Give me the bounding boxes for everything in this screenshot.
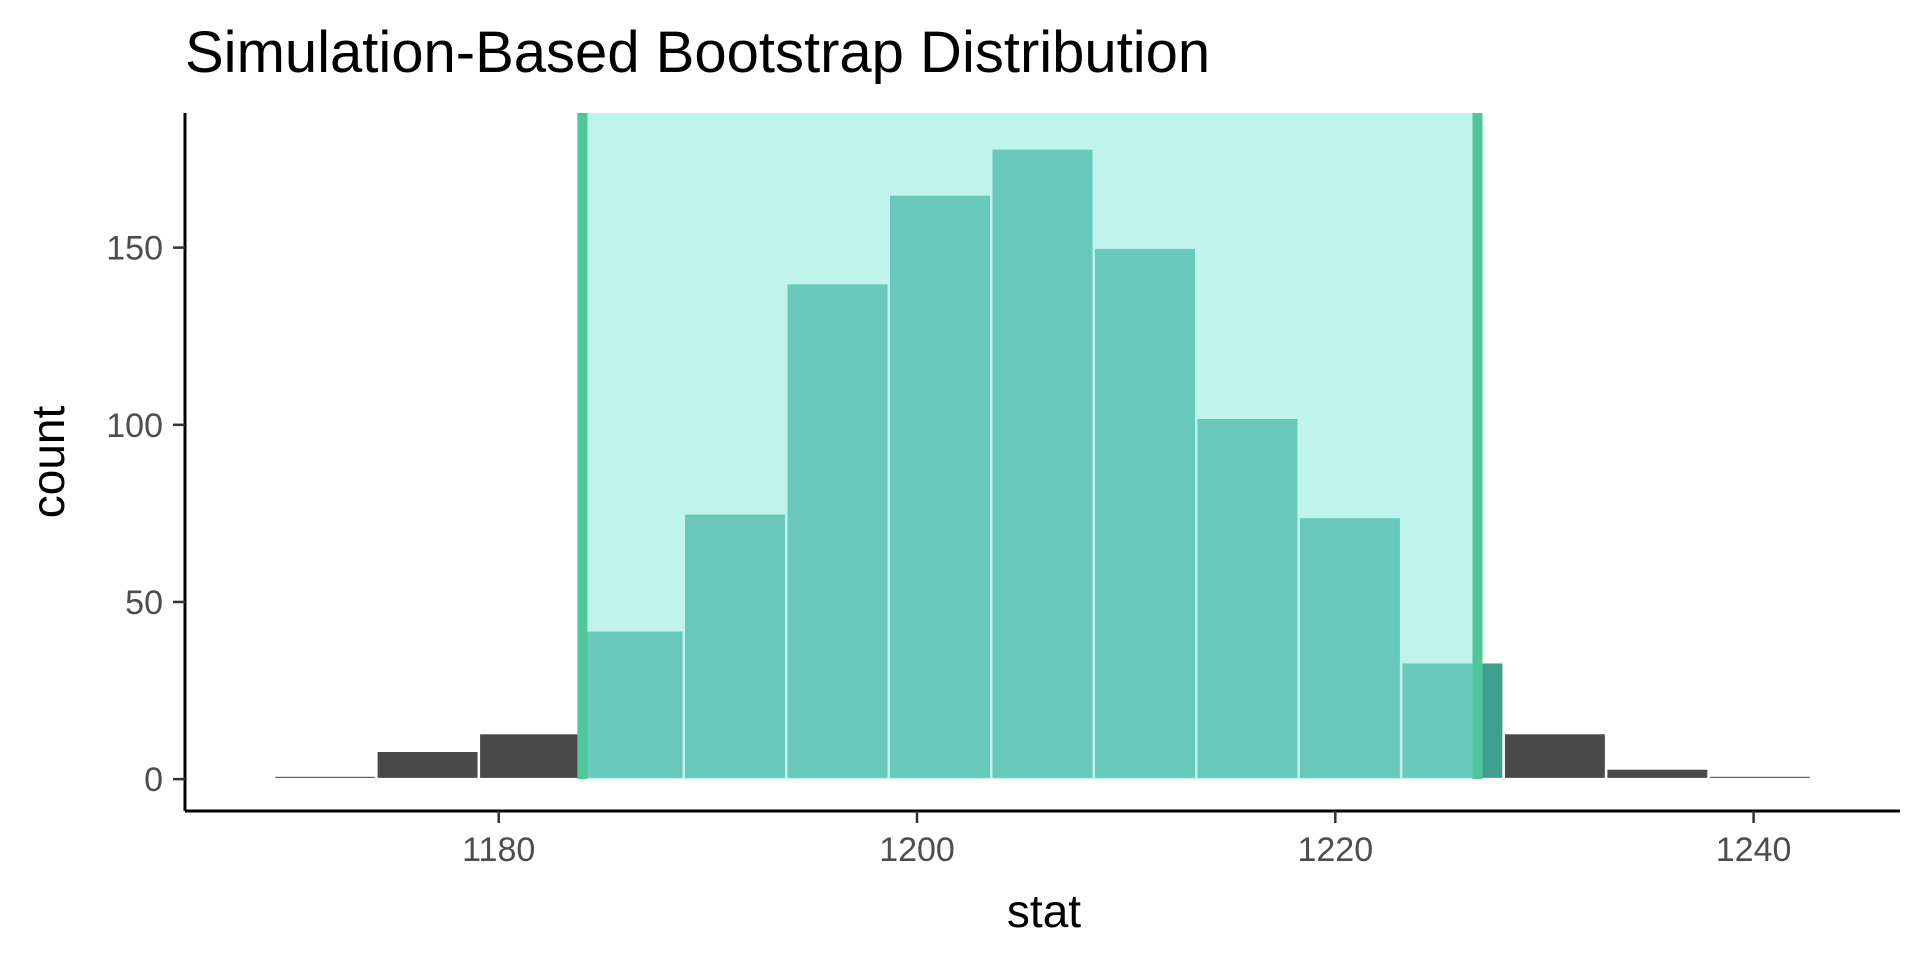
x-tick-label: 1240 — [1716, 831, 1792, 869]
x-tick-label: 1200 — [879, 831, 955, 869]
x-axis-label: stat — [1007, 885, 1081, 937]
x-tick-label: 1220 — [1297, 831, 1373, 869]
y-tick-label: 100 — [106, 407, 163, 445]
confidence-interval-shade — [582, 113, 1478, 780]
chart-title: Simulation-Based Bootstrap Distribution — [185, 20, 1210, 85]
axes — [183, 113, 1900, 813]
y-axis-ticks: 0 50 100 150 — [106, 230, 185, 799]
histogram-bar — [1502, 731, 1608, 781]
confidence-interval-bounds — [577, 113, 1483, 780]
y-tick-label: 0 — [144, 761, 163, 799]
x-tick-label: 1180 — [462, 831, 535, 869]
histogram-bar — [1604, 767, 1710, 781]
histogram-bar — [477, 731, 583, 781]
histogram-bar — [1707, 774, 1813, 781]
x-axis-ticks: 1180 1200 1220 1240 — [462, 811, 1791, 869]
histogram-bar — [272, 774, 378, 781]
histogram-bar — [375, 749, 481, 781]
y-tick-label: 150 — [106, 230, 163, 268]
y-axis-label: count — [22, 406, 74, 519]
y-tick-label: 50 — [125, 584, 163, 622]
ci-shaded-region — [582, 113, 1478, 780]
